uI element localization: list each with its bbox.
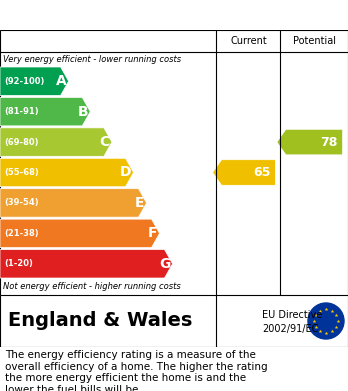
Text: The energy efficiency rating is a measure of the
overall efficiency of a home. T: The energy efficiency rating is a measur… [5,350,268,391]
Polygon shape [0,97,90,126]
Text: 65: 65 [253,166,271,179]
Polygon shape [277,129,342,155]
Text: D: D [120,165,132,179]
Text: (81-91): (81-91) [4,107,39,116]
Polygon shape [0,219,159,248]
Text: Not energy efficient - higher running costs: Not energy efficient - higher running co… [3,282,181,291]
Text: (1-20): (1-20) [4,259,33,268]
Text: E: E [135,196,144,210]
Text: EU Directive: EU Directive [262,310,323,320]
Text: Current: Current [230,36,267,46]
Text: 2002/91/EC: 2002/91/EC [262,324,319,334]
Polygon shape [0,67,69,95]
Text: C: C [100,135,110,149]
Text: (55-68): (55-68) [4,168,39,177]
Text: A: A [56,74,66,88]
Text: England & Wales: England & Wales [8,312,192,330]
Text: F: F [148,226,158,240]
Polygon shape [0,189,147,217]
Text: Very energy efficient - lower running costs: Very energy efficient - lower running co… [3,55,181,64]
Text: (21-38): (21-38) [4,229,39,238]
Polygon shape [0,158,134,187]
Circle shape [308,303,344,339]
Text: G: G [159,257,171,271]
Text: (69-80): (69-80) [4,138,39,147]
Text: B: B [78,105,88,118]
Text: (92-100): (92-100) [4,77,45,86]
Text: (39-54): (39-54) [4,198,39,208]
Polygon shape [0,249,173,278]
Polygon shape [0,128,112,156]
Text: Energy Efficiency Rating: Energy Efficiency Rating [10,7,220,23]
Polygon shape [213,160,275,185]
Text: 78: 78 [320,136,337,149]
Text: Potential: Potential [293,36,336,46]
